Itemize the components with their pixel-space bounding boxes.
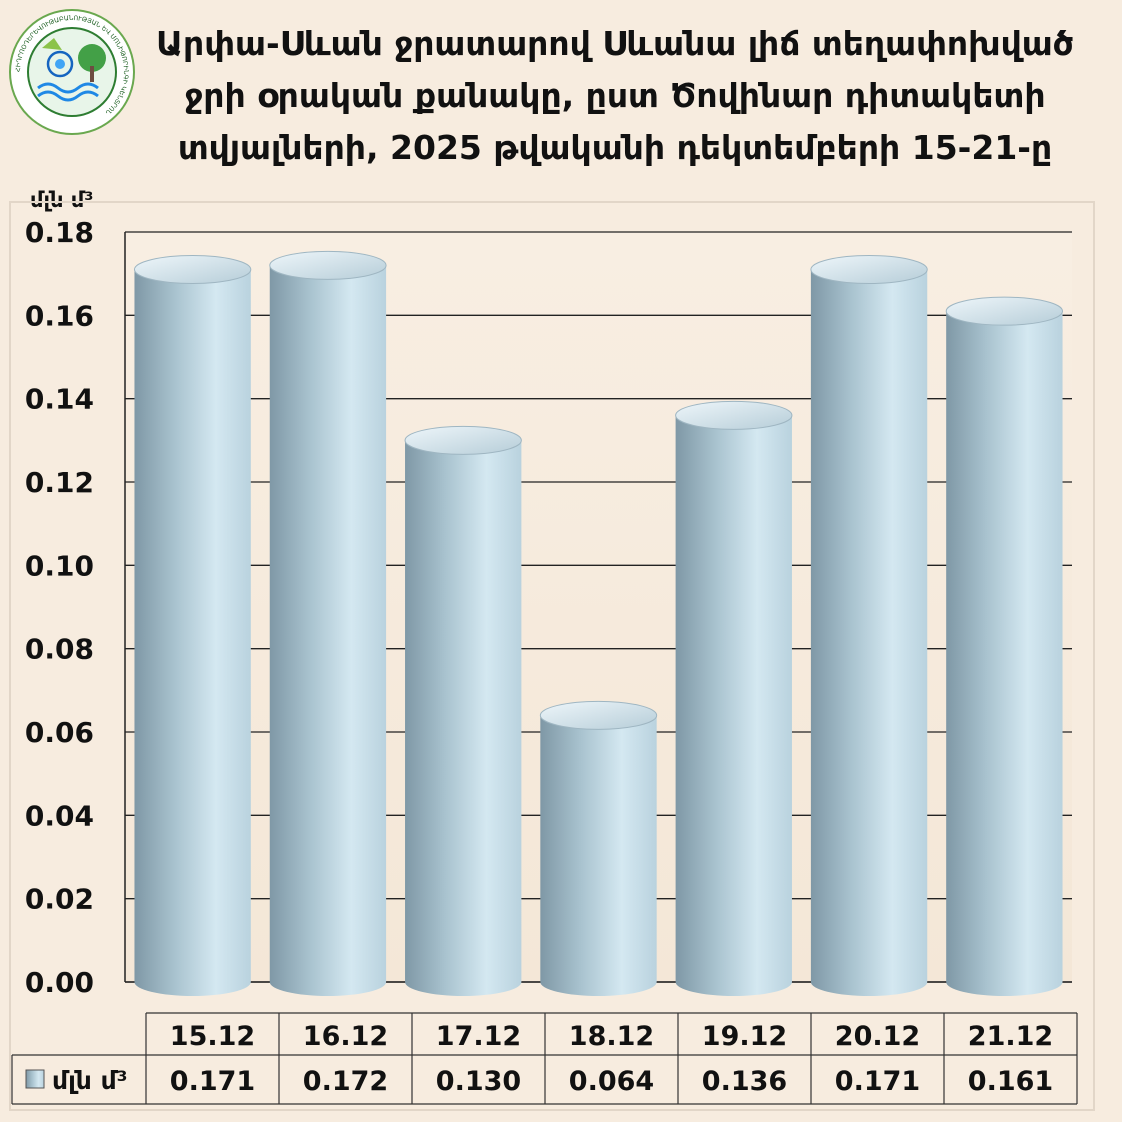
bar — [269, 250, 387, 996]
title-line-3: տվյալների, 2025 թվականի դեկտեմբերի 15-21… — [177, 128, 1053, 167]
bar-body — [675, 415, 792, 997]
bar-top — [269, 250, 387, 280]
legend-swatch — [25, 1069, 45, 1089]
bar-body — [540, 715, 657, 997]
bar-body — [269, 265, 387, 996]
y-tick-label: 0.02 — [25, 883, 94, 916]
y-axis-unit-label: մլն մ³ — [30, 188, 94, 212]
data-value-label: 0.171 — [170, 1066, 255, 1097]
y-tick-label: 0.14 — [25, 383, 94, 416]
bar-body — [810, 269, 928, 997]
chart-area-border — [9, 201, 1095, 1111]
y-tick-label: 0.06 — [25, 716, 94, 749]
data-table: 15.12 0.171 16.12 0.172 17.12 0.130 18.12 0.064… — [11, 1012, 1078, 1105]
data-value-label: 0.130 — [436, 1066, 521, 1097]
bar-top — [539, 700, 658, 730]
x-category-label: 20.12 — [835, 1021, 920, 1052]
bar — [539, 700, 658, 997]
y-tick-label: 0.18 — [25, 216, 94, 249]
data-value-label: 0.064 — [569, 1066, 654, 1097]
y-tick-label: 0.10 — [25, 549, 94, 582]
y-tick-label: 0.08 — [25, 633, 94, 666]
chart-title: Արփա-Սևան ջրատարով Սևանա լիճ տեղափոխված … — [140, 18, 1090, 174]
bar — [404, 425, 522, 997]
x-category-label: 16.12 — [303, 1021, 388, 1052]
x-category-label: 15.12 — [170, 1021, 255, 1052]
bars — [133, 250, 1064, 997]
bar — [945, 296, 1064, 997]
x-category-label: 19.12 — [702, 1021, 787, 1052]
x-category-label: 17.12 — [436, 1021, 521, 1052]
data-value-label: 0.136 — [702, 1066, 787, 1097]
y-tick-label: 0.04 — [25, 799, 94, 832]
x-category-label: 21.12 — [968, 1021, 1053, 1052]
bar — [810, 255, 928, 997]
bar-top — [404, 425, 522, 455]
bar-body — [134, 269, 251, 997]
legend-label: մլն մ³ — [52, 1066, 128, 1095]
bar — [675, 400, 793, 997]
bar-body — [946, 311, 1063, 997]
data-value-label: 0.171 — [835, 1066, 920, 1097]
y-tick-label: 0.12 — [25, 466, 94, 499]
title-line-2: ջրի օրական քանակը, ըստ Ծովինար դիտակետի — [184, 76, 1046, 115]
title-line-1: Արփա-Սևան ջրատարով Սևանա լիճ տեղափոխված — [156, 24, 1074, 63]
bar-body — [405, 440, 522, 997]
bar-top — [133, 255, 252, 284]
bar — [133, 255, 252, 997]
bar-top — [675, 400, 793, 430]
y-tick-label: 0.16 — [25, 299, 94, 332]
data-value-label: 0.172 — [303, 1066, 388, 1097]
bar-top — [945, 296, 1064, 326]
y-axis-ticks: 0.00 0.02 0.04 0.06 0.08 0.10 0.12 0.14 0.16 0.18 — [25, 216, 94, 999]
data-value-label: 0.161 — [968, 1066, 1053, 1097]
bar-top — [810, 255, 928, 284]
y-tick-label: 0.00 — [25, 966, 94, 999]
hydromet-center-logo: ՀԻԴՐՈՕԴԵՐԵՎՈՒԹԱԲԱՆՈՒԹՅԱՆ ԵՎ ՄՈՆԻԹՈՐԻՆԳԻ … — [9, 9, 135, 135]
x-category-label: 18.12 — [569, 1021, 654, 1052]
